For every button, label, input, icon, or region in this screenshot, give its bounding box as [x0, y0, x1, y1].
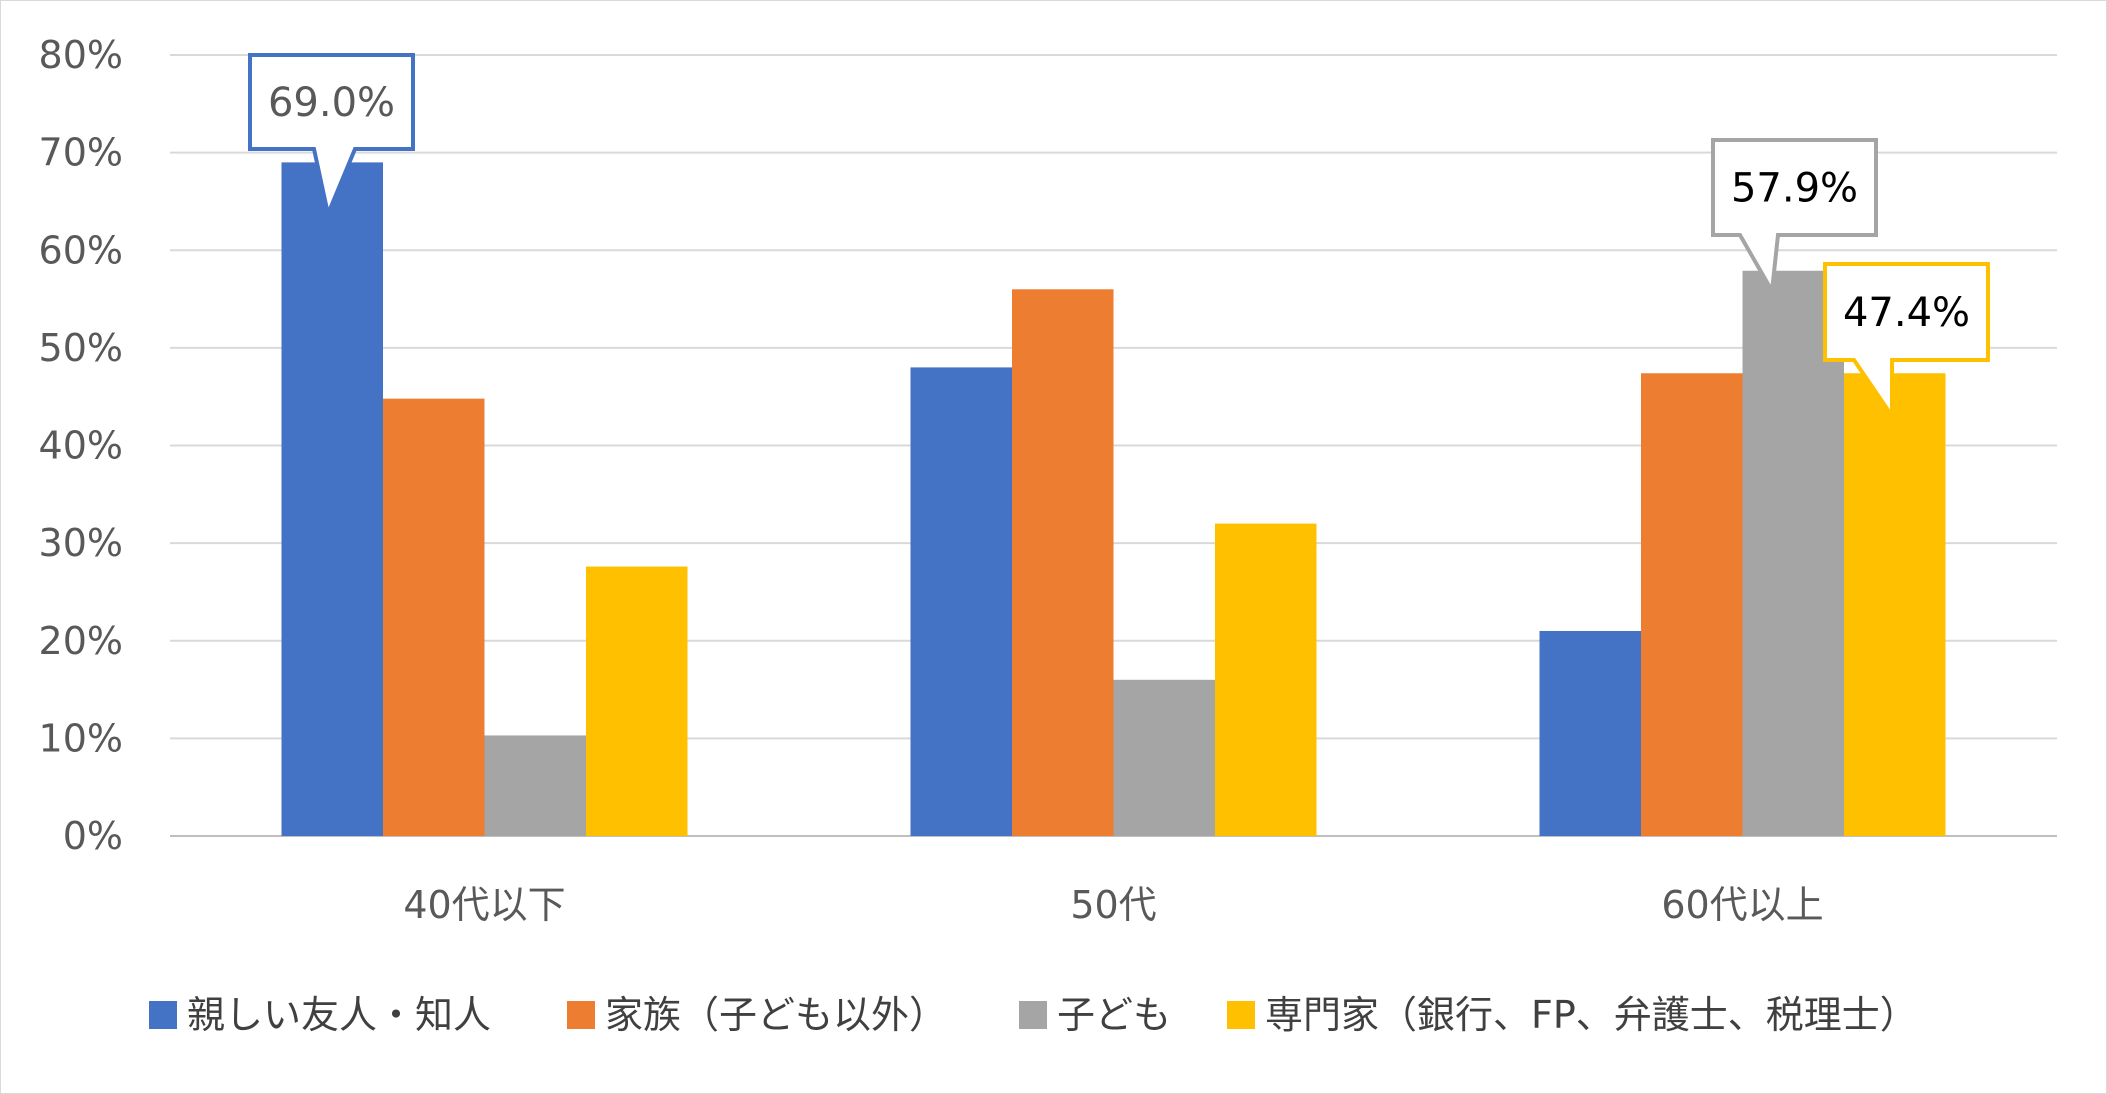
- callout-label: 47.4%: [1843, 290, 1970, 336]
- y-tick-label: 10%: [39, 716, 123, 760]
- bar: [281, 162, 383, 836]
- data-callouts: 69.0% 57.9% 47.4%: [248, 53, 1990, 423]
- y-tick-label: 40%: [39, 424, 123, 468]
- bars: [281, 162, 1946, 837]
- y-tick-label: 0%: [63, 814, 123, 858]
- bar: [1012, 289, 1114, 836]
- x-axis-categories: 40代以下 50代 60代以上: [403, 883, 1823, 927]
- callout-box: [1711, 138, 1878, 298]
- data-callout: 47.4%: [1823, 262, 1990, 423]
- callout-label: 57.9%: [1731, 166, 1858, 212]
- legend-swatch: [1227, 1001, 1255, 1029]
- legend-swatch: [1019, 1001, 1047, 1029]
- x-category-label: 40代以下: [403, 883, 565, 927]
- legend-swatch: [149, 1001, 177, 1029]
- y-tick-label: 80%: [39, 33, 123, 77]
- x-category-label: 50代: [1070, 883, 1156, 927]
- legend-label: 専門家（銀行、FP、弁護士、税理士）: [1265, 993, 1918, 1037]
- legend-swatch: [567, 1001, 595, 1029]
- bar: [1641, 373, 1743, 836]
- legend-item: 子ども: [1019, 993, 1171, 1037]
- callout-label: 69.0%: [268, 80, 395, 126]
- y-axis-ticks: 0% 10% 20% 30% 40% 50% 60% 70% 80%: [39, 33, 123, 858]
- bar: [383, 398, 485, 836]
- bar: [1215, 523, 1317, 836]
- bar: [586, 566, 688, 836]
- bar: [910, 367, 1012, 836]
- data-callout: 69.0%: [248, 53, 415, 221]
- legend-item: 親しい友人・知人: [149, 993, 491, 1037]
- legend-label: 子ども: [1057, 993, 1171, 1037]
- y-tick-label: 50%: [39, 326, 123, 370]
- data-callout: 57.9%: [1711, 138, 1878, 298]
- legend: 親しい友人・知人 家族（子ども以外） 子ども 専門家（銀行、FP、弁護士、税理士）: [149, 993, 1918, 1037]
- legend-item: 家族（子ども以外）: [567, 993, 947, 1037]
- legend-label: 家族（子ども以外）: [605, 993, 947, 1037]
- bar: [484, 735, 586, 836]
- bar: [1844, 373, 1946, 836]
- y-tick-label: 20%: [39, 619, 123, 663]
- x-category-label: 60代以上: [1661, 883, 1823, 927]
- callout-box: [1823, 262, 1990, 423]
- bar: [1742, 270, 1844, 837]
- bar: [1539, 630, 1641, 836]
- y-tick-label: 70%: [39, 131, 123, 175]
- legend-item: 専門家（銀行、FP、弁護士、税理士）: [1227, 993, 1918, 1037]
- y-tick-label: 60%: [39, 228, 123, 272]
- y-tick-label: 30%: [39, 521, 123, 565]
- bar: [1113, 679, 1215, 836]
- callout-box: [248, 53, 415, 221]
- legend-label: 親しい友人・知人: [187, 993, 491, 1037]
